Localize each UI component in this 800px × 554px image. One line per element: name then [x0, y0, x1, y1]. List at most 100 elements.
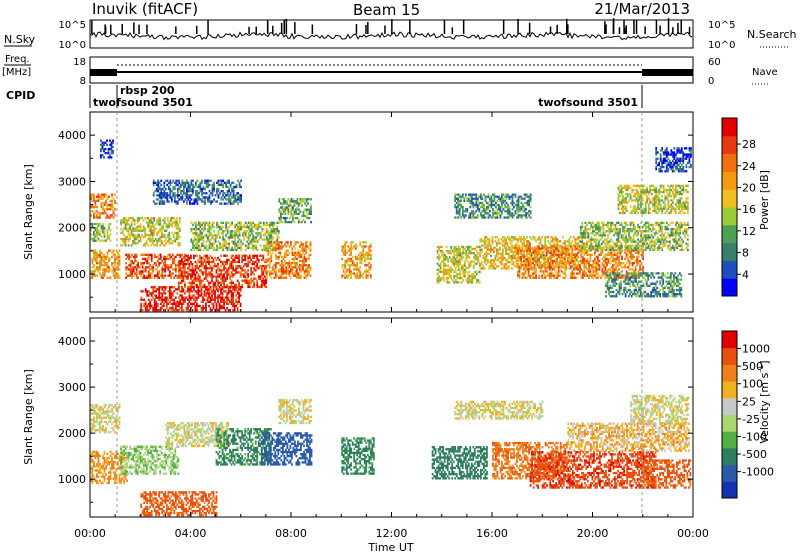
- power-cell: [508, 208, 511, 211]
- power-cell: [279, 253, 282, 256]
- power-cell: [151, 237, 154, 241]
- power-cell: [172, 221, 175, 224]
- power-cell: [162, 292, 165, 295]
- power-cell: [262, 265, 265, 268]
- power-cell: [287, 221, 290, 224]
- power-cell: [445, 250, 448, 253]
- power-cell: [205, 292, 207, 295]
- power-cell: [216, 234, 218, 237]
- nsky-spike: [659, 25, 661, 34]
- power-cell: [222, 234, 224, 237]
- power-cell: [306, 257, 309, 261]
- power-cell: [264, 223, 267, 227]
- power-cell: [235, 256, 237, 259]
- power-cell: [517, 245, 519, 248]
- power-cell: [226, 294, 228, 297]
- power-cell: [501, 212, 503, 215]
- power-cell: [302, 259, 304, 263]
- power-cell: [270, 270, 273, 273]
- power-cell: [463, 268, 466, 271]
- power-cell: [260, 265, 263, 268]
- power-cell: [189, 196, 191, 199]
- power-cell: [169, 181, 172, 184]
- power-cell: [468, 270, 471, 274]
- nave-tick-top: 60: [708, 57, 721, 68]
- power-cell: [147, 225, 150, 228]
- power-cell: [526, 266, 528, 269]
- power-cell: [112, 253, 115, 256]
- power-cell: [267, 253, 270, 256]
- power-cell: [159, 237, 162, 241]
- power-cell: [268, 223, 271, 227]
- power-cell: [187, 262, 189, 266]
- power-cell: [220, 296, 222, 299]
- power-cell: [245, 265, 248, 268]
- power-cell: [237, 234, 239, 237]
- power-cell: [199, 265, 201, 268]
- power-cell: [353, 268, 356, 271]
- power-cell: [206, 256, 209, 259]
- power-cell: [467, 193, 470, 196]
- power-cell: [438, 281, 440, 284]
- power-cell: [100, 150, 102, 153]
- power-cell: [262, 258, 265, 262]
- power-cell: [503, 246, 506, 249]
- power-cell: [196, 309, 198, 312]
- power-cell: [562, 256, 565, 260]
- power-cell: [563, 270, 566, 273]
- power-cell: [199, 260, 201, 264]
- power-cell: [159, 298, 162, 301]
- power-cell: [227, 290, 230, 293]
- power-cell: [223, 265, 225, 268]
- power-cell: [152, 183, 155, 187]
- power-cell: [462, 272, 465, 276]
- power-cell: [97, 195, 100, 198]
- power-cell: [522, 210, 524, 213]
- power-cell: [169, 217, 172, 220]
- power-cell: [541, 256, 543, 260]
- power-cell: [174, 302, 177, 305]
- power-cell: [152, 264, 155, 267]
- power-cell: [223, 300, 225, 303]
- power-cell: [215, 302, 218, 305]
- power-cell: [359, 266, 362, 269]
- power-cell: [533, 257, 536, 261]
- power-cell: [469, 216, 472, 219]
- power-cell: [273, 276, 276, 279]
- power-cell: [276, 274, 279, 277]
- power-cell: [238, 265, 240, 268]
- power-cell: [524, 266, 527, 269]
- power-cell: [205, 234, 208, 237]
- power-cell: [210, 234, 212, 237]
- power-cell: [511, 263, 513, 266]
- power-cell: [204, 192, 206, 195]
- power-cell: [274, 228, 277, 231]
- power-cell: [157, 219, 160, 222]
- power-cell: [359, 276, 362, 279]
- power-cell: [499, 246, 501, 249]
- power-cell: [502, 250, 504, 253]
- power-cell: [230, 256, 233, 259]
- power-cell: [520, 261, 522, 264]
- power-cell: [176, 276, 179, 279]
- power-cell: [276, 247, 279, 250]
- power-cell: [505, 195, 508, 198]
- power-cell: [221, 288, 224, 291]
- power-cell: [144, 227, 147, 230]
- power-cell: [298, 202, 300, 205]
- power-cell: [505, 242, 507, 245]
- power-cell: [245, 262, 248, 266]
- power-cell: [466, 247, 469, 251]
- power-cell: [187, 271, 189, 274]
- power-cell: [196, 246, 199, 249]
- power-cell: [99, 214, 101, 217]
- power-cell: [474, 254, 477, 257]
- power-cell: [211, 296, 213, 299]
- power-cell: [348, 249, 351, 252]
- power-cell: [235, 283, 237, 287]
- power-cell: [259, 275, 262, 278]
- power-cell: [212, 302, 215, 305]
- power-cell: [235, 294, 237, 297]
- power-cell: [342, 264, 345, 267]
- power-cell: [153, 304, 156, 308]
